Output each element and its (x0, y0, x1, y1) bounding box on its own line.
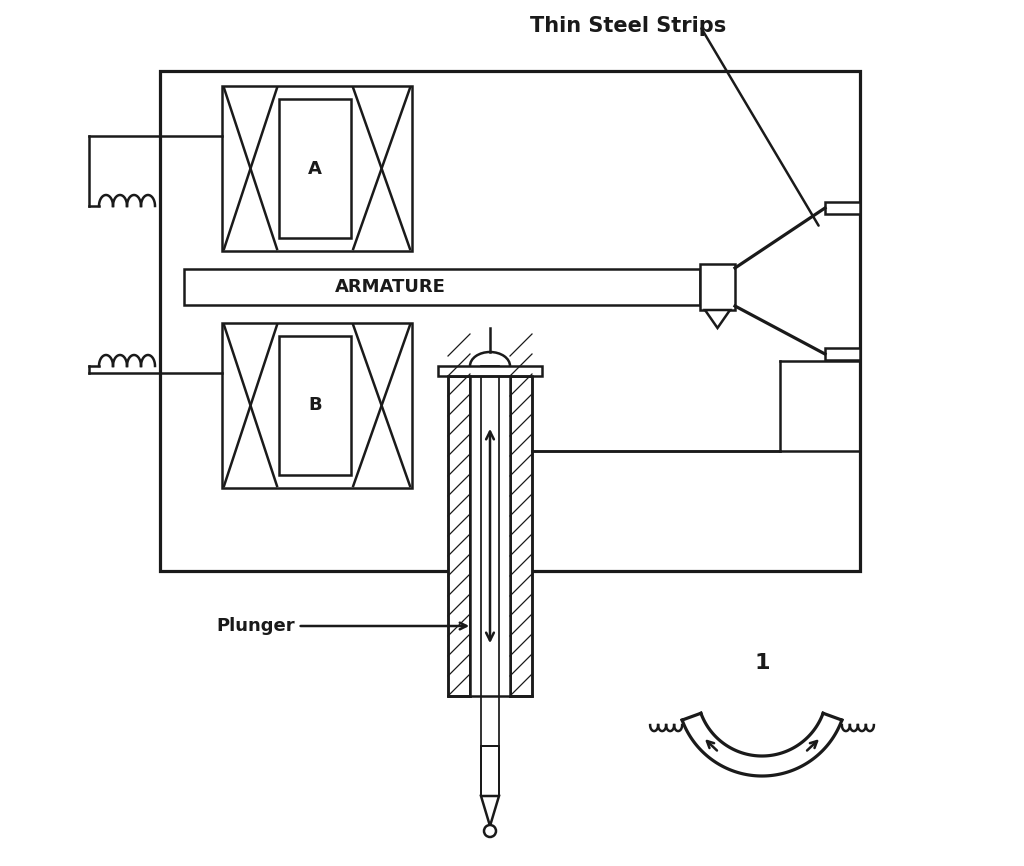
Bar (449, 376, 470, 696)
Text: A: A (308, 159, 322, 178)
Bar (481, 746, 499, 796)
Bar (279, 336, 351, 475)
Text: 1: 1 (755, 653, 770, 673)
Bar (222, 323, 412, 488)
Bar (700, 264, 735, 310)
Bar (510, 376, 532, 696)
Bar (825, 348, 860, 360)
Text: Plunger: Plunger (216, 617, 466, 635)
Bar (449, 376, 470, 696)
Text: Thin Steel Strips: Thin Steel Strips (530, 16, 726, 36)
Bar (510, 376, 532, 696)
Bar (438, 366, 542, 376)
Circle shape (484, 825, 496, 837)
Polygon shape (705, 310, 730, 328)
Bar (279, 100, 351, 238)
Bar (184, 269, 700, 305)
Text: ARMATURE: ARMATURE (335, 278, 445, 296)
Bar (470, 376, 510, 696)
Text: B: B (308, 397, 322, 415)
Polygon shape (481, 796, 499, 826)
Bar (481, 366, 499, 776)
Bar (160, 71, 860, 571)
Bar (825, 202, 860, 214)
Bar (222, 86, 412, 251)
